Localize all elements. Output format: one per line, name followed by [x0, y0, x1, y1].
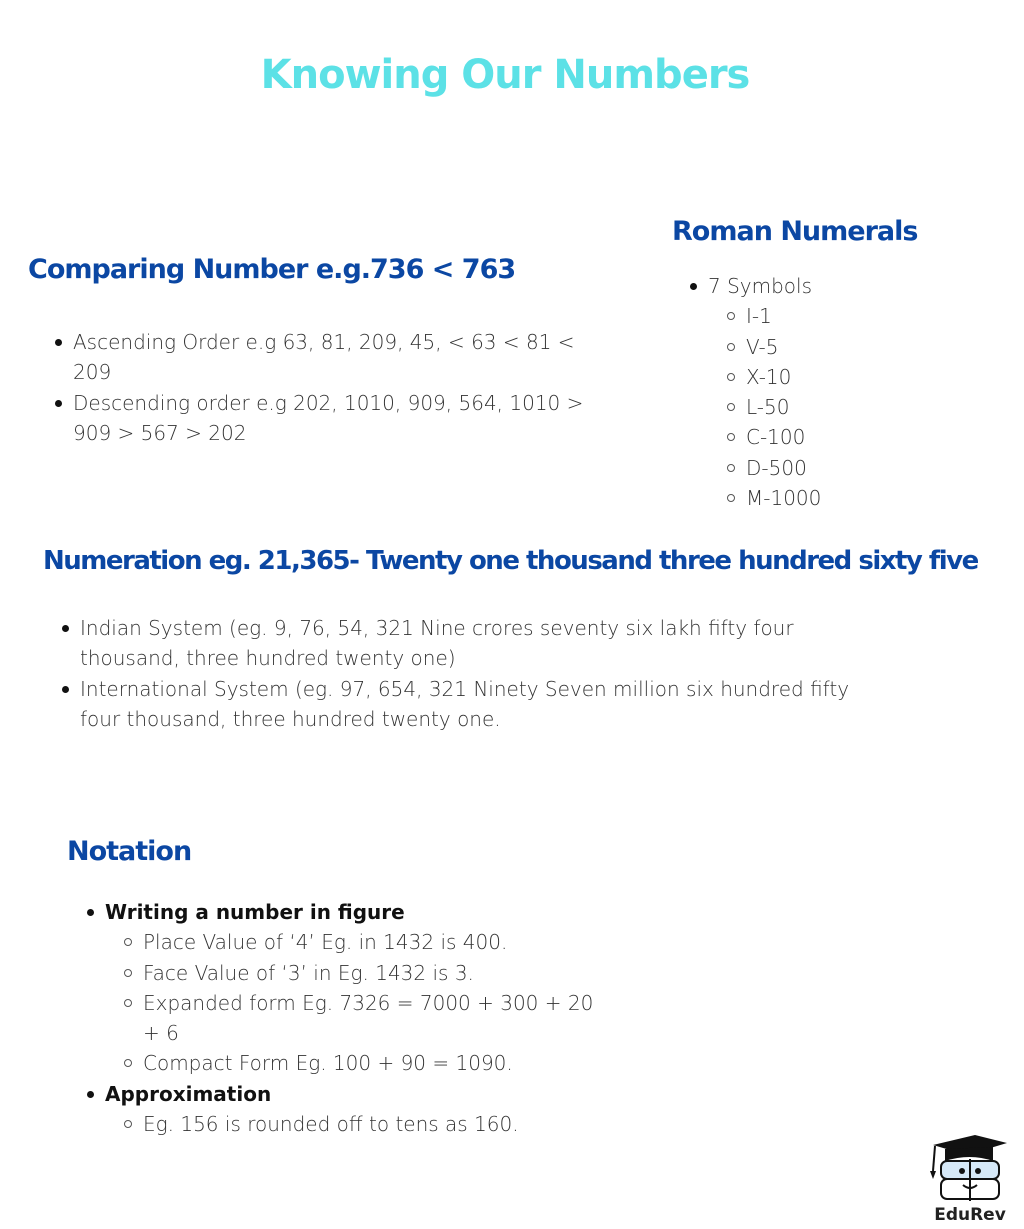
sub-item: Eg. 156 is rounded off to tens as 160.	[124, 1109, 597, 1139]
list-item: Writing a number in figure	[87, 897, 597, 927]
edurev-logo: EduRev	[925, 1133, 1015, 1227]
sub-item: C-100	[727, 422, 990, 452]
list-item: 7 Symbols	[690, 271, 990, 301]
list-item: Descending order e.g 202, 1010, 909, 564…	[55, 388, 615, 449]
graduation-cap-icon	[930, 1135, 1007, 1201]
roman-list: 7 Symbols I-1 V-5 X-10 L-50 C-100 D-500 …	[690, 271, 990, 513]
comparing-heading: Comparing Number e.g.736 < 763	[28, 254, 516, 285]
notation-list: Writing a number in figure Place Value o…	[87, 897, 597, 1139]
sub-item: Compact Form Eg. 100 + 90 = 1090.	[124, 1048, 597, 1078]
list-item: Ascending Order e.g 63, 81, 209, 45, < 6…	[55, 327, 615, 388]
sub-item: V-5	[727, 332, 990, 362]
numeration-list: Indian System (eg. 9, 76, 54, 321 Nine c…	[62, 613, 872, 734]
sub-item: I-1	[727, 301, 990, 331]
notation-heading: Notation	[67, 836, 192, 867]
page-title: Knowing Our Numbers	[260, 52, 751, 98]
sub-item: L-50	[727, 392, 990, 422]
numeration-heading: Numeration eg. 21,365- Twenty one thousa…	[43, 546, 979, 576]
list-item: International System (eg. 97, 654, 321 N…	[62, 674, 872, 735]
sub-item: Expanded form Eg. 7326 = 7000 + 300 + 20…	[124, 988, 597, 1049]
list-item: Approximation	[87, 1079, 597, 1109]
sub-item: Place Value of ‘4’ Eg. in 1432 is 400.	[124, 927, 597, 957]
sub-item: Face Value of ‘3’ in Eg. 1432 is 3.	[124, 958, 597, 988]
sub-item: D-500	[727, 453, 990, 483]
comparing-list: Ascending Order e.g 63, 81, 209, 45, < 6…	[55, 327, 615, 448]
logo-text: EduRev	[934, 1205, 1006, 1225]
sub-item: M-1000	[727, 483, 990, 513]
sub-item: X-10	[727, 362, 990, 392]
list-item: Indian System (eg. 9, 76, 54, 321 Nine c…	[62, 613, 872, 674]
roman-heading: Roman Numerals	[672, 216, 918, 247]
